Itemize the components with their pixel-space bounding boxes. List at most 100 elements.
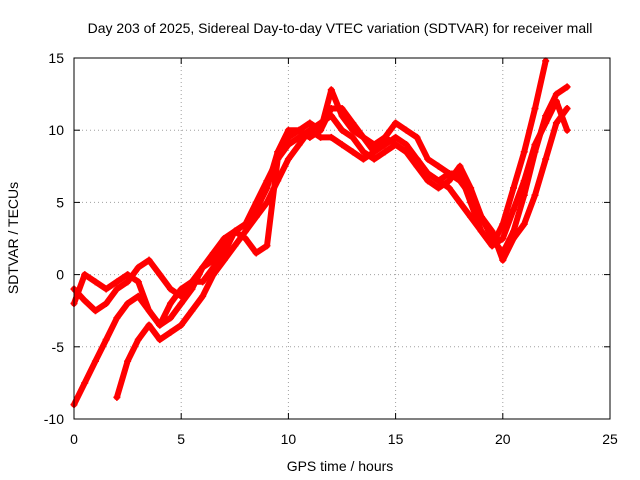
- y-tick-label: 10: [48, 122, 64, 138]
- data-point: [381, 133, 389, 141]
- data-point: [520, 177, 528, 185]
- data-point: [445, 177, 453, 185]
- data-point: [295, 126, 303, 134]
- data-point: [166, 299, 174, 307]
- data-point: [199, 292, 207, 300]
- data-point: [284, 126, 292, 134]
- data-point: [81, 379, 89, 387]
- data-point: [134, 278, 142, 286]
- data-point: [456, 170, 464, 178]
- y-tick-label: 15: [48, 50, 64, 66]
- data-point: [156, 336, 164, 344]
- data-point: [81, 297, 89, 305]
- data-point: [317, 126, 325, 134]
- data-point: [306, 119, 314, 127]
- series-track-1: [70, 57, 550, 409]
- data-point: [166, 328, 174, 336]
- data-point: [327, 86, 335, 94]
- data-point: [263, 242, 271, 250]
- y-axis-label: SDTVAR / TECUs: [5, 182, 21, 294]
- y-tick-label: -5: [52, 339, 65, 355]
- data-point: [145, 321, 153, 329]
- data-point: [531, 105, 539, 113]
- y-tick-label: -10: [44, 411, 64, 427]
- data-point: [499, 235, 507, 242]
- data-point: [274, 177, 282, 185]
- data-point: [445, 170, 453, 178]
- data-point: [359, 155, 367, 163]
- data-point: [563, 126, 571, 134]
- data-point: [166, 285, 174, 293]
- x-axis-label: GPS time / hours: [287, 458, 394, 474]
- axis-ticks: 0 5 10 15 20 25 -10 -5 0 5 10 15: [44, 50, 618, 447]
- x-tick-label: 15: [388, 431, 404, 447]
- data-point: [113, 285, 121, 293]
- data-point: [445, 184, 453, 192]
- data-point: [145, 256, 153, 264]
- series-line: [113, 105, 571, 401]
- data-point: [349, 133, 357, 141]
- data-point: [488, 242, 496, 250]
- data-point: [252, 249, 260, 257]
- series-track-2: [70, 83, 571, 315]
- data-point: [488, 227, 496, 235]
- data-point: [434, 184, 442, 192]
- data-point: [91, 307, 99, 315]
- data-point: [199, 263, 207, 271]
- data-point: [349, 119, 357, 127]
- data-point: [306, 126, 314, 134]
- data-point: [231, 242, 239, 250]
- data-point: [188, 307, 196, 315]
- data-point: [381, 141, 389, 149]
- data-point: [413, 133, 421, 141]
- data-point: [563, 83, 571, 91]
- x-tick-label: 5: [177, 431, 185, 447]
- data-point: [134, 263, 142, 271]
- data-point: [102, 299, 110, 307]
- data-point: [113, 393, 121, 401]
- data-point: [338, 141, 346, 149]
- y-tick-label: 0: [56, 267, 64, 283]
- data-point: [274, 148, 282, 156]
- data-point: [327, 105, 335, 113]
- data-point: [349, 148, 357, 156]
- data-point: [124, 357, 132, 365]
- data-point: [477, 227, 485, 235]
- data-point: [199, 278, 207, 286]
- data-point: [295, 141, 303, 149]
- data-point: [156, 321, 164, 329]
- data-point: [113, 314, 121, 322]
- data-point: [424, 155, 432, 163]
- series-track-3: [113, 105, 571, 401]
- data-point: [520, 148, 528, 156]
- data-point: [209, 263, 217, 271]
- data-point: [177, 321, 185, 329]
- data-point: [424, 177, 432, 185]
- data-point: [102, 336, 110, 344]
- data-point: [91, 357, 99, 365]
- data-point: [402, 141, 410, 149]
- data-point: [188, 278, 196, 286]
- data-point: [338, 126, 346, 134]
- data-point: [467, 198, 475, 206]
- x-tick-label: 10: [281, 431, 297, 447]
- data-point: [81, 271, 89, 279]
- data-point: [327, 133, 335, 141]
- data-point: [392, 133, 400, 141]
- data-point: [134, 336, 142, 344]
- series-track-4: [70, 97, 571, 329]
- data-point: [542, 119, 550, 127]
- chart-title: Day 203 of 2025, Sidereal Day-to-day VTE…: [88, 20, 593, 36]
- data-point: [499, 256, 507, 264]
- data-point: [231, 227, 239, 235]
- data-point: [359, 133, 367, 141]
- data-point: [263, 198, 271, 206]
- x-tick-label: 20: [495, 431, 511, 447]
- data-point: [124, 299, 132, 307]
- data-point: [456, 198, 464, 206]
- data-point: [552, 119, 560, 127]
- data-point: [359, 148, 367, 156]
- data-point: [124, 278, 132, 286]
- data-point: [510, 235, 518, 242]
- data-point: [542, 155, 550, 163]
